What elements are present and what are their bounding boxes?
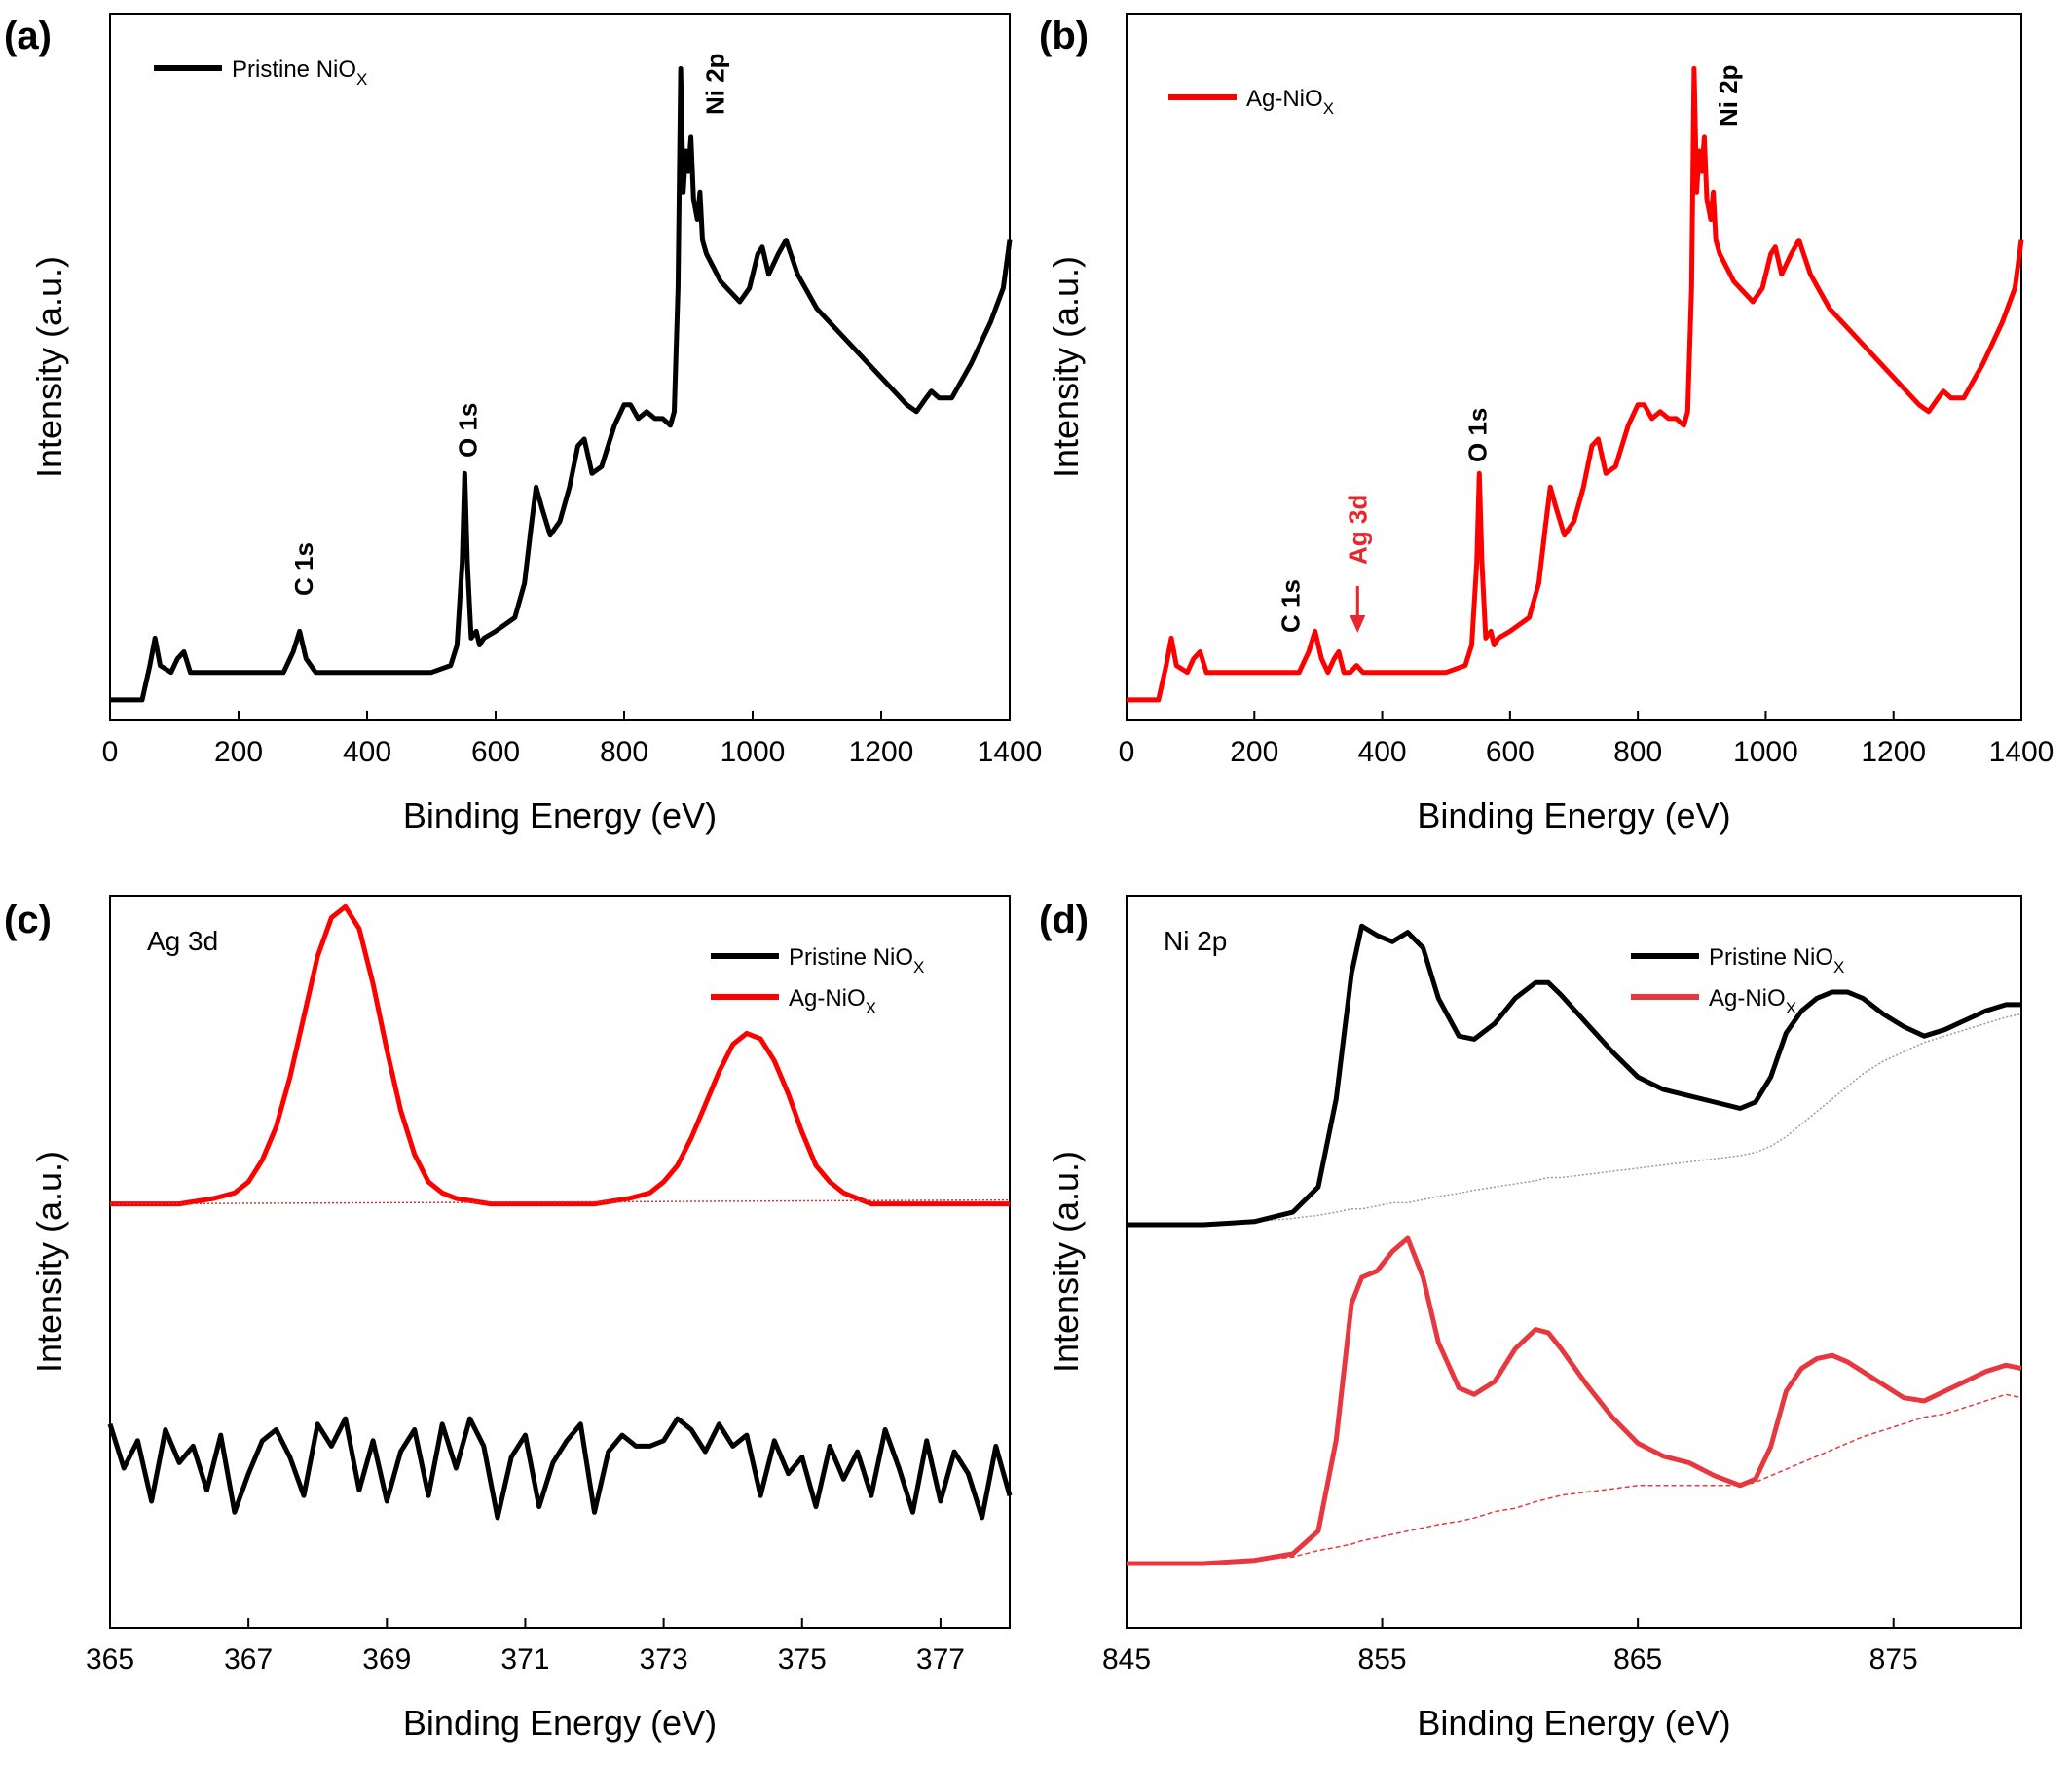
panel-letter: (a) <box>4 15 52 57</box>
peak-label: C 1s <box>289 542 318 596</box>
series-line-1 <box>110 903 1010 1207</box>
legend-entry: Ag-NiOX <box>1709 985 1796 1017</box>
legend-subscript: X <box>1323 99 1334 118</box>
plot-frame <box>1126 895 2022 1629</box>
legend-entry: Pristine NiOX <box>232 56 367 89</box>
x-tick-label: 365 <box>86 1643 134 1676</box>
panel-b: (b) 0 200 400 600 800 1000 1200 1400 Binding Ener… <box>1039 13 2054 835</box>
legend-name: Pristine NiO <box>1709 944 1833 971</box>
series-line-0 <box>1127 923 2021 1228</box>
legend-subscript: X <box>913 958 924 976</box>
x-tick-label: 600 <box>1486 736 1535 768</box>
panel-a: (a) 0 200 400 600 800 1000 1200 1400 Binding Ener… <box>4 13 1043 835</box>
plot-frame <box>1126 13 2022 721</box>
x-tick-label: 375 <box>778 1643 827 1676</box>
background-line <box>1127 1393 2022 1565</box>
legend-entry: Ag-NiOX <box>789 985 876 1017</box>
x-axis-title: Binding Energy (eV) <box>403 795 717 835</box>
x-axis-title: Binding Energy (eV) <box>1417 1703 1730 1743</box>
x-tick-label: 855 <box>1358 1643 1407 1676</box>
y-axis-title: Intensity (a.u.) <box>29 256 69 478</box>
x-tick-label: 1000 <box>1733 736 1798 768</box>
x-tick-label: 371 <box>500 1643 549 1676</box>
panel-letter: (d) <box>1039 899 1089 941</box>
x-axis-title: Binding Energy (eV) <box>403 1703 717 1743</box>
arrow-head <box>1350 615 1366 633</box>
series-line-1 <box>1127 1235 2022 1566</box>
peak-label: O 1s <box>453 403 482 458</box>
legend-subscript: X <box>1786 999 1796 1017</box>
x-tick-label: 0 <box>1119 736 1135 768</box>
panel-d: (d) 845 855 865 875 Binding Energy (eV) Intens… <box>1039 895 2022 1743</box>
x-tick-label: 0 <box>102 736 119 768</box>
x-tick-label: 1400 <box>1989 736 2054 768</box>
y-axis-title: Intensity (a.u.) <box>29 1151 69 1373</box>
x-tick-label: 377 <box>916 1643 965 1676</box>
legend-entry: Pristine NiOX <box>1709 944 1844 976</box>
x-tick-label: 845 <box>1102 1643 1151 1676</box>
y-axis-title: Intensity (a.u.) <box>1046 256 1086 478</box>
plot-frame <box>109 895 1011 1629</box>
series-line-0 <box>110 65 1013 703</box>
background-line <box>1127 1013 2022 1226</box>
x-axis-title: Binding Energy (eV) <box>1417 795 1730 835</box>
legend-entry: Pristine NiOX <box>789 944 924 976</box>
panel-title: Ni 2p <box>1164 926 1227 956</box>
legend-subscript: X <box>1833 958 1844 976</box>
x-tick-label: 875 <box>1869 1643 1918 1676</box>
x-tick-label: 600 <box>471 736 520 768</box>
peak-label: Ni 2p <box>1714 64 1743 127</box>
x-tick-label: 369 <box>362 1643 411 1676</box>
y-axis-title: Intensity (a.u.) <box>1046 1151 1086 1373</box>
x-tick-label: 367 <box>224 1643 273 1676</box>
x-tick-label: 800 <box>1613 736 1662 768</box>
legend-entry: Ag-NiOX <box>1246 86 1334 118</box>
legend-subscript: X <box>866 999 876 1017</box>
legend-name: Ag-NiO <box>1246 86 1323 112</box>
x-tick-label: 400 <box>343 736 391 768</box>
x-tick-label: 400 <box>1358 736 1407 768</box>
x-tick-label: 865 <box>1613 1643 1662 1676</box>
peak-label: Ni 2p <box>700 53 729 115</box>
legend-name: Ag-NiO <box>789 985 866 1012</box>
panel-letter: (b) <box>1039 15 1089 57</box>
x-tick-label: 1000 <box>721 736 786 768</box>
series-line-0 <box>1127 65 2024 703</box>
x-tick-label: 200 <box>214 736 263 768</box>
x-tick-label: 200 <box>1230 736 1278 768</box>
plot-frame <box>109 13 1011 721</box>
peak-label: O 1s <box>1462 408 1492 462</box>
series-line-0 <box>107 1416 1013 1521</box>
panel-letter: (c) <box>4 899 52 941</box>
legend-name: Pristine NiO <box>789 944 913 971</box>
legend-name: Ag-NiO <box>1709 985 1786 1012</box>
x-tick-label: 1200 <box>1861 736 1926 768</box>
x-tick-label: 373 <box>640 1643 688 1676</box>
panel-title: Ag 3d <box>147 926 218 956</box>
peak-label: C 1s <box>1276 579 1305 633</box>
x-tick-label: 1400 <box>978 736 1043 768</box>
x-tick-label: 1200 <box>849 736 914 768</box>
panel-c: (c) 365 367 369 371 373 375 377 Binding Energy (… <box>4 895 1013 1743</box>
x-tick-label: 800 <box>600 736 648 768</box>
legend-name: Pristine NiO <box>232 56 356 83</box>
legend-subscript: X <box>356 70 367 89</box>
peak-label: Ag 3d <box>1343 495 1372 565</box>
